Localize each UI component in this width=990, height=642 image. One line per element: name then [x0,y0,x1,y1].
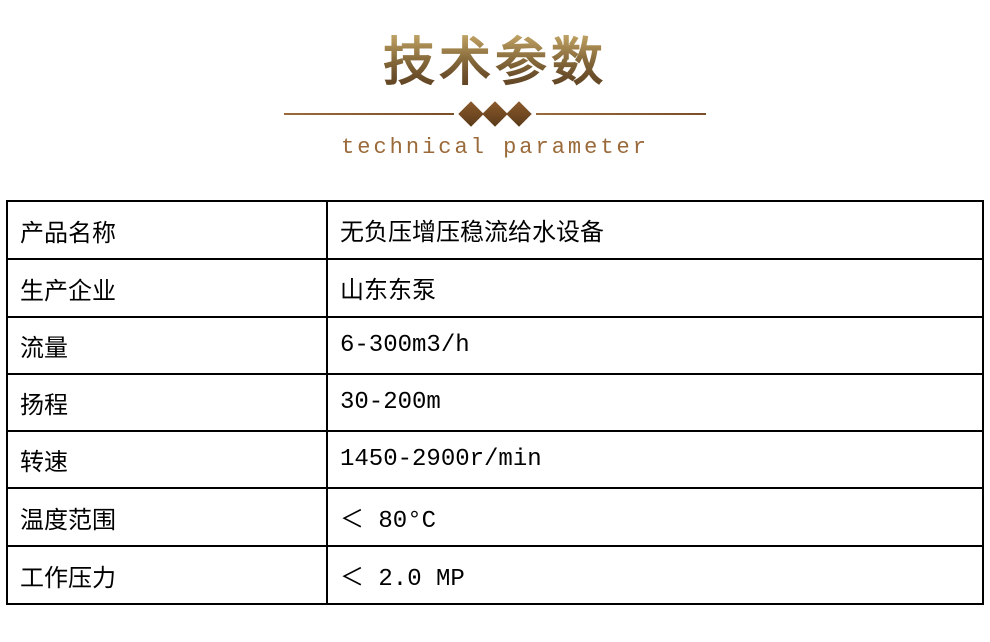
page-subtitle: technical parameter [0,135,990,160]
diamond-group [462,105,528,123]
table-row: 温度范围＜ 80°C [7,488,983,546]
divider-line-left [284,113,454,115]
param-value: 1450-2900r/min [327,431,983,488]
page-title: 技术参数 [383,20,607,95]
parameters-table-wrap: 产品名称无负压增压稳流给水设备生产企业山东东泵流量6-300m3/h扬程30-2… [0,190,990,605]
table-row: 扬程30-200m [7,374,983,431]
param-label: 转速 [7,431,327,488]
divider-line-right [536,113,706,115]
diamond-icon [506,101,531,126]
header-section: 技术参数 technical parameter [0,0,990,190]
param-value: 6-300m3/h [327,317,983,374]
param-label: 产品名称 [7,201,327,259]
diamond-icon [458,101,483,126]
param-label: 温度范围 [7,488,327,546]
table-row: 生产企业山东东泵 [7,259,983,317]
param-value: ＜ 2.0 MP [327,546,983,604]
diamond-icon [482,101,507,126]
param-label: 扬程 [7,374,327,431]
param-value: 山东东泵 [327,259,983,317]
param-value: 无负压增压稳流给水设备 [327,201,983,259]
param-label: 生产企业 [7,259,327,317]
param-label: 流量 [7,317,327,374]
param-label: 工作压力 [7,546,327,604]
table-row: 转速1450-2900r/min [7,431,983,488]
param-value: 30-200m [327,374,983,431]
table-row: 产品名称无负压增压稳流给水设备 [7,201,983,259]
divider-row [0,105,990,123]
parameters-table: 产品名称无负压增压稳流给水设备生产企业山东东泵流量6-300m3/h扬程30-2… [6,200,984,605]
table-row: 流量6-300m3/h [7,317,983,374]
table-row: 工作压力＜ 2.0 MP [7,546,983,604]
param-value: ＜ 80°C [327,488,983,546]
